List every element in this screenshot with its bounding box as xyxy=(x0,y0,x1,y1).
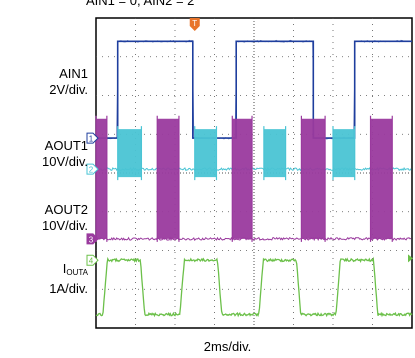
iouta-right-marker xyxy=(408,254,413,263)
trace-aout2-burst xyxy=(157,118,179,239)
trigger-marker: T xyxy=(189,18,200,31)
grid xyxy=(96,18,412,328)
trace-aout2-burst xyxy=(96,118,107,239)
plot-background xyxy=(95,17,413,329)
trace-aout2-burst xyxy=(370,118,393,239)
channel-marker-number: 1 xyxy=(89,135,94,144)
trace-aout1-baseline xyxy=(95,166,412,172)
trigger-marker-label: T xyxy=(192,19,197,28)
iouta-label: IOUTA 1A/div. xyxy=(49,261,88,296)
channel-marker-number: 3 xyxy=(89,235,94,244)
channel-4-marker: 4 xyxy=(86,254,99,266)
trace-aout1 xyxy=(95,126,412,181)
trace-aout1-burst xyxy=(117,129,142,178)
iouta-waveform xyxy=(95,256,413,318)
trace-aout2-burst xyxy=(232,118,253,239)
channel-marker-number: 4 xyxy=(89,257,94,266)
trace-aout2 xyxy=(95,115,412,242)
trace-aout1-burst xyxy=(194,129,217,178)
channel-marker-shape xyxy=(86,132,99,144)
ain1-noise xyxy=(95,39,411,140)
trace-aout2-burst xyxy=(301,118,326,239)
channel-1-marker: 1 xyxy=(86,132,99,144)
ain1-label: AIN1 2V/div. xyxy=(49,66,88,97)
channel-3-marker: 3 xyxy=(86,233,99,245)
channel-markers: 1 2 3 4 T xyxy=(86,18,413,266)
channel-2-marker: 2 xyxy=(86,163,99,175)
trigger-marker-shape xyxy=(189,18,200,31)
channel-marker-shape xyxy=(86,254,99,266)
trace-iouta xyxy=(95,256,413,318)
trace-aout1-burst xyxy=(263,129,286,178)
trace-aout2-baseline xyxy=(95,236,412,242)
traces xyxy=(95,39,413,318)
trace-aout1-burst xyxy=(333,129,355,178)
aout1-label: AOUT1 10V/div. xyxy=(41,138,88,169)
chart-caption: AIN1 = 0, AIN2 = 2 xyxy=(86,0,195,8)
channel-marker-shape xyxy=(86,233,99,245)
channel-marker-shape xyxy=(86,163,99,175)
aout2-label: AOUT2 10V/div. xyxy=(41,202,88,233)
channel-marker-number: 2 xyxy=(89,166,94,175)
trace-ain1 xyxy=(95,39,412,140)
x-axis-scale-label: 2ms/div. xyxy=(203,339,252,354)
